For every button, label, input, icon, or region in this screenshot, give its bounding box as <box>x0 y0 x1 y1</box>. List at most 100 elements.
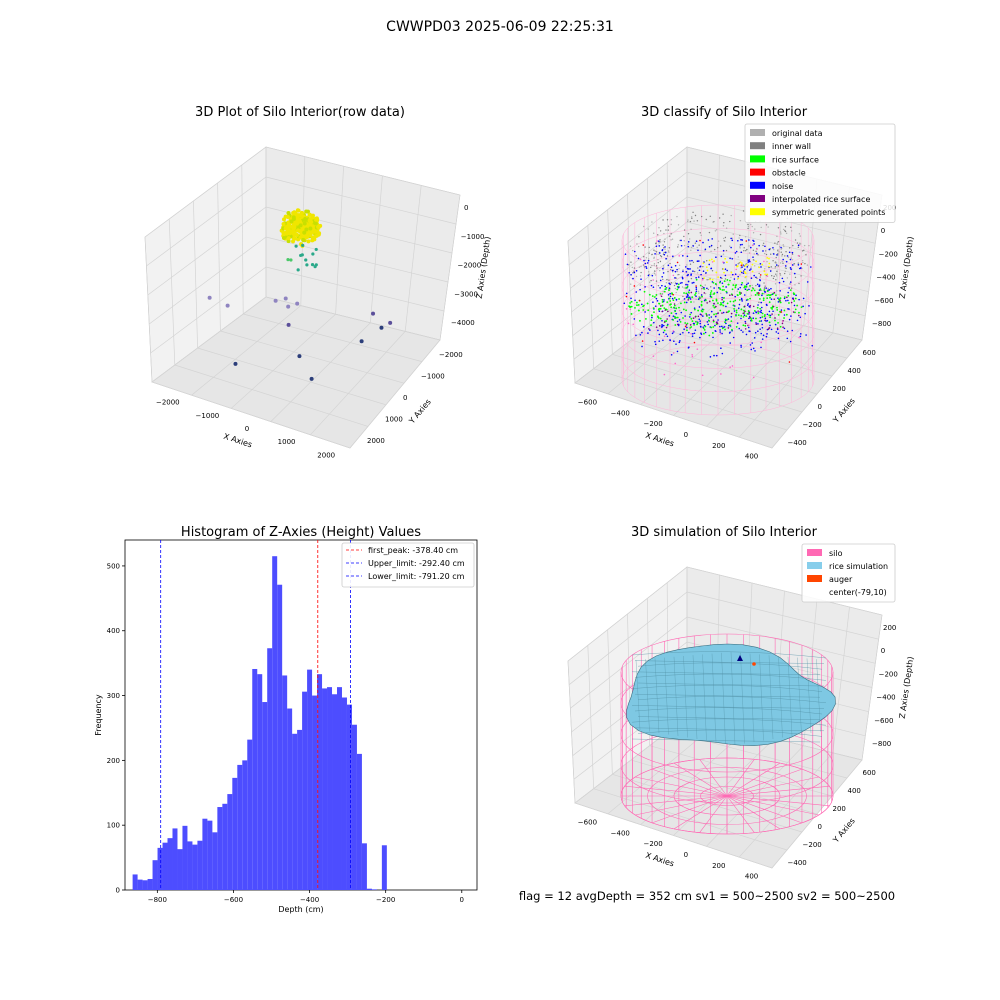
rice-cluster-point <box>295 208 300 213</box>
interpolated-point <box>786 296 788 299</box>
inner-wall-point <box>665 229 667 231</box>
surface-mesh-line <box>645 659 650 732</box>
inner-wall-point <box>758 301 760 304</box>
noise-point <box>778 281 781 284</box>
noise-point <box>693 332 696 335</box>
noise-point <box>776 254 778 256</box>
noise-point <box>734 252 737 254</box>
noise-point <box>635 334 637 337</box>
interpolated-point <box>694 316 697 318</box>
noise-point <box>681 276 684 279</box>
symmetric-point <box>739 270 742 273</box>
inner-wall-point <box>694 214 697 217</box>
interpolated-point <box>744 322 747 325</box>
noise-point <box>676 350 679 353</box>
inner-wall-point <box>785 232 788 235</box>
rice-surface-point <box>668 297 671 300</box>
obstacle-point <box>788 361 791 363</box>
noise-point <box>625 292 628 295</box>
noise-point <box>682 270 684 273</box>
inner-wall-point <box>692 211 694 214</box>
surface-mesh-line <box>634 694 821 698</box>
interpolated-point <box>781 322 784 325</box>
noise-point <box>760 320 763 322</box>
rice-surface-point <box>676 285 679 288</box>
inner-wall-point <box>662 278 664 281</box>
inner-wall-point <box>709 215 711 218</box>
noise-point <box>720 325 723 328</box>
silo-floor-spoke <box>651 795 728 824</box>
inner-wall-point <box>671 238 674 240</box>
y-tick-label: 0 <box>818 403 822 411</box>
rice-surface-point <box>710 290 713 292</box>
x-tick-label: −200 <box>643 420 662 428</box>
rice-surface-point <box>779 310 781 313</box>
rice-surface-point <box>650 319 653 321</box>
noise-point <box>744 320 747 323</box>
histogram-bar <box>302 691 308 890</box>
interpolated-point <box>797 314 800 317</box>
inner-wall-point <box>748 252 751 254</box>
histogram-bar <box>152 860 158 890</box>
inner-wall-point <box>722 225 725 227</box>
noise-point <box>696 260 699 262</box>
noise-point <box>686 293 689 296</box>
noise-point <box>723 326 726 328</box>
rice-surface-point <box>670 306 673 309</box>
obstacle-point <box>691 355 694 358</box>
y-tick-label: −1000 <box>421 372 445 380</box>
interpolated-point <box>700 314 703 316</box>
rice-surface-point <box>708 320 711 322</box>
rice-surface-point <box>630 300 633 303</box>
inner-wall-point <box>790 226 792 229</box>
interpolated-point <box>725 311 728 314</box>
noise-point <box>715 256 717 259</box>
grid-line <box>150 266 267 354</box>
rice-cluster-point <box>305 263 309 267</box>
noise-point <box>668 315 671 317</box>
rice-surface-point <box>729 300 732 303</box>
noise-point <box>752 347 755 350</box>
rice-cluster-point <box>314 218 319 223</box>
noise-point <box>626 263 629 266</box>
surface-mesh-line <box>721 652 726 744</box>
interpolated-point <box>706 314 708 316</box>
inner-wall-point <box>663 247 665 249</box>
histogram-bar <box>217 807 223 890</box>
noise-point <box>656 300 659 302</box>
interpolated-point <box>727 327 730 329</box>
inner-wall-point <box>663 266 665 268</box>
noise-point <box>751 342 754 344</box>
interpolated-point <box>666 318 668 320</box>
inner-wall-point <box>803 244 806 247</box>
noise-point <box>659 287 661 289</box>
rice-cluster-point <box>303 235 308 240</box>
inner-wall-point <box>764 285 766 287</box>
rice-surface-point <box>666 301 669 304</box>
rice-surface-point <box>675 307 678 310</box>
surface-mesh-line <box>711 653 717 743</box>
inner-wall-point <box>675 291 677 294</box>
noise-point <box>674 264 677 267</box>
rice-surface-point <box>762 299 765 302</box>
noise-point <box>748 313 750 315</box>
noise-point <box>746 266 749 268</box>
inner-wall-point <box>758 272 760 275</box>
noise-point <box>695 277 697 279</box>
grid-line <box>370 175 383 323</box>
noise-point <box>732 336 735 339</box>
noise-point <box>777 301 780 303</box>
inner-wall-point <box>666 278 668 281</box>
rice-surface-point <box>759 298 761 300</box>
obstacle-point <box>691 353 693 356</box>
rice-surface-point <box>684 322 687 324</box>
histogram-bar <box>172 828 178 890</box>
inner-wall-point <box>750 294 753 297</box>
histogram-bar <box>197 840 203 890</box>
inner-wall-point <box>670 223 672 226</box>
inner-wall-point <box>649 281 651 283</box>
inner-wall-point <box>696 220 699 222</box>
inner-wall-point <box>648 252 650 254</box>
noise-point <box>689 260 691 262</box>
noise-point <box>672 255 674 258</box>
